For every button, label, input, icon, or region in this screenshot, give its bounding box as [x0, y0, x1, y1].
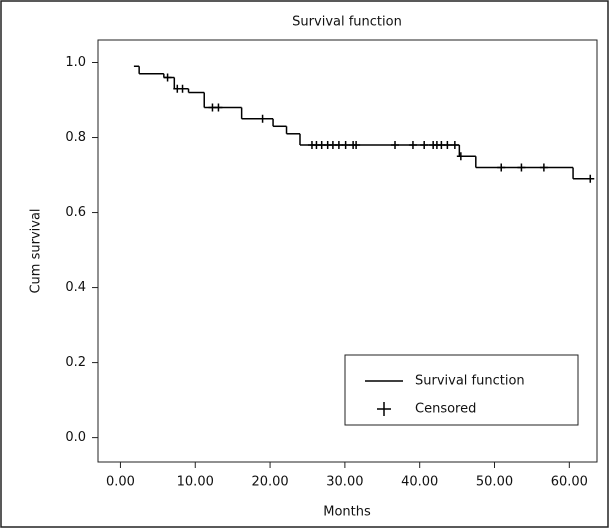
censored-mark — [420, 141, 429, 150]
censored-mark — [352, 141, 361, 150]
censored-mark — [408, 141, 417, 150]
censored-mark — [517, 163, 526, 172]
y-tick-label: 0.8 — [65, 130, 86, 145]
x-tick-label: 50.00 — [476, 475, 513, 490]
x-axis-label: Months — [323, 505, 371, 520]
y-tick-label: 0.6 — [65, 205, 86, 220]
x-tick-label: 60.00 — [551, 475, 588, 490]
censored-mark — [163, 73, 172, 82]
x-tick-label: 40.00 — [401, 475, 438, 490]
y-tick-label: 0.0 — [65, 430, 86, 445]
legend-label: Survival function — [415, 374, 525, 389]
censored-mark — [443, 141, 452, 150]
censored-mark — [450, 141, 459, 150]
censored-mark — [497, 163, 506, 172]
censored-mark — [341, 141, 350, 150]
censored-mark — [586, 174, 595, 183]
censored-mark — [391, 141, 400, 150]
y-tick-label: 0.2 — [65, 355, 86, 370]
x-tick-label: 20.00 — [251, 475, 288, 490]
y-axis-label: Cum survival — [29, 208, 44, 293]
x-tick-label: 10.00 — [177, 475, 214, 490]
plot-frame — [97, 39, 598, 463]
legend-label: Censored — [415, 402, 476, 417]
censored-mark — [456, 152, 465, 161]
censored-mark — [178, 84, 187, 93]
censored-mark — [258, 114, 267, 123]
y-tick-label: 1.0 — [65, 55, 86, 70]
chart-title: Survival function — [292, 15, 402, 30]
x-tick-label: 30.00 — [326, 475, 363, 490]
censored-mark — [214, 103, 223, 112]
censored-mark — [334, 141, 343, 150]
y-tick-label: 0.4 — [65, 280, 86, 295]
censored-mark — [539, 163, 548, 172]
legend-cross — [377, 402, 391, 416]
x-tick-label: 0.00 — [106, 475, 135, 490]
